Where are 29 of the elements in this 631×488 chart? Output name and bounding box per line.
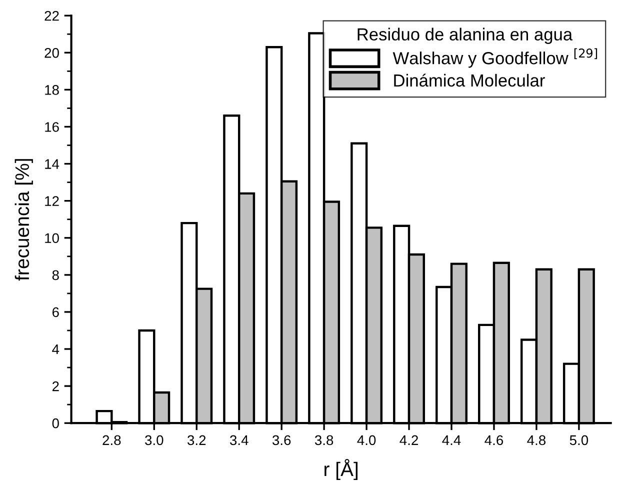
x-axis-title: r [Å] [324,458,358,480]
y-tick-label: 18 [45,85,59,95]
y-tick-label: 12 [45,196,59,206]
y-tick-label: 20 [44,48,59,58]
x-tick-label: 3.0 [145,435,164,446]
legend-label: Dinámica Molecular [394,74,545,87]
legend-label: Walshaw y Goodfellow $^{[29]}$ [392,48,598,68]
y-axis-title: frecuencia [%] [14,159,33,281]
x-tick-label: 4.2 [400,435,418,445]
x-tick-label: 4.6 [484,435,504,446]
y-tick-label: 14 [45,159,60,169]
legend-title: Residuo de alanina en agua [358,28,573,44]
y-tick-label: 0 [52,418,59,428]
x-tick-label: 5.0 [570,435,588,446]
x-tick-label: 2.8 [102,435,121,446]
y-tick-label: 2 [52,381,59,392]
y-tick-label: 10 [45,233,59,244]
y-tick-label: 16 [45,122,59,132]
y-tick-label: 22 [44,10,59,21]
x-tick-label: 3.6 [272,435,291,446]
x-tick-label: 4.4 [442,435,461,445]
y-tick-label: 6 [52,307,59,318]
x-tick-label: 4.8 [527,435,546,446]
x-tick-label: 3.4 [230,435,248,446]
x-tick-label: 3.2 [188,435,206,446]
y-tick-label: 4 [52,344,60,354]
x-tick-label: 4.0 [357,435,376,446]
y-tick-label: 8 [52,270,59,280]
x-tick-label: 3.8 [314,435,334,446]
